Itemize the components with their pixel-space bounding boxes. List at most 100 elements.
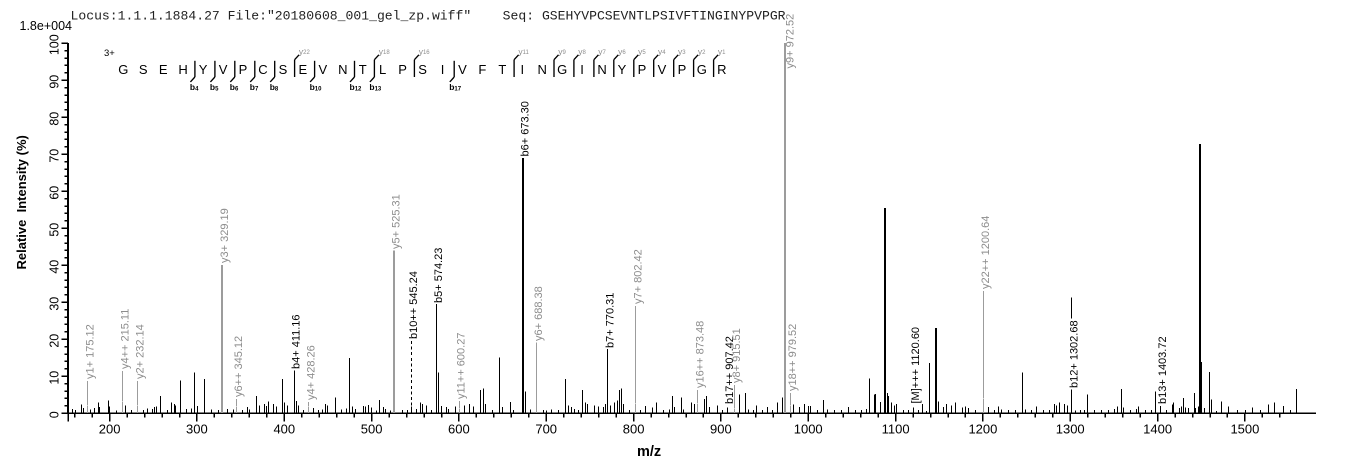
svg-text:Locus:1.1.1.1884.27 File:"2018: Locus:1.1.1.1884.27 File:"20180608_001_g… bbox=[71, 9, 786, 24]
svg-text:y6++ 345.12: y6++ 345.12 bbox=[233, 336, 245, 397]
svg-text:S: S bbox=[418, 62, 427, 77]
svg-text:b13: b13 bbox=[369, 82, 382, 93]
svg-text:900: 900 bbox=[710, 422, 732, 437]
svg-text:b10: b10 bbox=[310, 82, 323, 93]
svg-text:y4: y4 bbox=[658, 46, 666, 56]
svg-text:[M]+++ 1120.60: [M]+++ 1120.60 bbox=[910, 327, 922, 404]
svg-text:y4++ 215.11: y4++ 215.11 bbox=[119, 309, 131, 369]
svg-text:b4+ 411.16: b4+ 411.16 bbox=[291, 314, 303, 369]
svg-text:y6+ 688.38: y6+ 688.38 bbox=[533, 286, 545, 341]
svg-text:b7+ 770.31: b7+ 770.31 bbox=[604, 293, 616, 348]
svg-text:y1+ 175.12: y1+ 175.12 bbox=[85, 324, 97, 379]
svg-text:y16: y16 bbox=[419, 46, 431, 56]
svg-text:V: V bbox=[318, 62, 327, 77]
svg-text:N: N bbox=[538, 62, 547, 77]
svg-text:L: L bbox=[379, 62, 386, 77]
svg-text:G: G bbox=[697, 62, 707, 77]
svg-text:500: 500 bbox=[361, 422, 383, 437]
svg-text:b5: b5 bbox=[210, 82, 219, 93]
svg-text:I: I bbox=[580, 62, 584, 77]
svg-text:y2: y2 bbox=[698, 46, 706, 56]
svg-text:1100: 1100 bbox=[882, 422, 910, 437]
svg-text:V: V bbox=[658, 62, 667, 77]
svg-text:V: V bbox=[458, 62, 467, 77]
svg-text:y9+ 972.52: y9+ 972.52 bbox=[784, 14, 796, 69]
svg-text:1400: 1400 bbox=[1143, 422, 1172, 437]
svg-text:b17: b17 bbox=[449, 82, 462, 93]
svg-text:1300: 1300 bbox=[1056, 422, 1085, 437]
svg-text:b17++ 907.42: b17++ 907.42 bbox=[724, 336, 736, 404]
svg-text:800: 800 bbox=[623, 422, 645, 437]
svg-text:b6+ 673.30: b6+ 673.30 bbox=[520, 101, 532, 156]
svg-text:y4+ 428.26: y4+ 428.26 bbox=[306, 345, 318, 400]
svg-text:P: P bbox=[239, 62, 248, 77]
svg-text:400: 400 bbox=[273, 422, 295, 437]
svg-text:P: P bbox=[678, 62, 687, 77]
svg-text:m/z: m/z bbox=[637, 444, 661, 460]
svg-text:b7: b7 bbox=[250, 82, 259, 93]
svg-text:1.8e+004: 1.8e+004 bbox=[20, 19, 73, 33]
svg-text:1000: 1000 bbox=[794, 422, 823, 437]
svg-text:I: I bbox=[441, 62, 445, 77]
svg-text:50: 50 bbox=[47, 223, 61, 237]
svg-text:I: I bbox=[520, 62, 524, 77]
svg-text:G: G bbox=[557, 62, 567, 77]
svg-text:V: V bbox=[219, 62, 228, 77]
svg-text:600: 600 bbox=[448, 422, 470, 437]
svg-text:y5: y5 bbox=[638, 46, 646, 56]
svg-text:T: T bbox=[498, 62, 506, 77]
svg-text:P: P bbox=[638, 62, 647, 77]
svg-text:200: 200 bbox=[99, 422, 121, 437]
svg-text:80: 80 bbox=[47, 112, 61, 126]
svg-text:y6: y6 bbox=[618, 46, 626, 56]
svg-text:N: N bbox=[338, 62, 347, 77]
svg-text:y8+ 915.51: y8+ 915.51 bbox=[731, 328, 743, 383]
svg-text:C: C bbox=[258, 62, 267, 77]
svg-text:b6: b6 bbox=[230, 82, 239, 93]
svg-text:90: 90 bbox=[47, 75, 61, 89]
svg-text:E: E bbox=[298, 62, 307, 77]
svg-text:N: N bbox=[597, 62, 606, 77]
svg-text:y3: y3 bbox=[678, 46, 686, 56]
svg-text:3+: 3+ bbox=[104, 48, 115, 59]
svg-text:0: 0 bbox=[47, 411, 61, 418]
svg-text:Relative Intensity (%): Relative Intensity (%) bbox=[14, 135, 29, 269]
svg-text:F: F bbox=[478, 62, 486, 77]
svg-text:b12+ 1302.68: b12+ 1302.68 bbox=[1069, 320, 1081, 388]
svg-text:60: 60 bbox=[47, 186, 61, 200]
svg-text:S: S bbox=[279, 62, 288, 77]
svg-text:y18++ 979.52: y18++ 979.52 bbox=[787, 324, 799, 391]
svg-text:T: T bbox=[359, 62, 367, 77]
svg-text:b4: b4 bbox=[190, 82, 199, 93]
svg-text:Y: Y bbox=[199, 62, 208, 77]
svg-text:y7: y7 bbox=[598, 46, 606, 56]
svg-text:y2+ 232.14: y2+ 232.14 bbox=[134, 324, 146, 379]
svg-text:y3+ 329.19: y3+ 329.19 bbox=[219, 208, 231, 263]
svg-text:b5+ 574.23: b5+ 574.23 bbox=[433, 248, 445, 303]
svg-text:40: 40 bbox=[47, 260, 61, 274]
svg-text:E: E bbox=[159, 62, 168, 77]
svg-text:Y: Y bbox=[618, 62, 627, 77]
svg-text:b8: b8 bbox=[270, 82, 279, 93]
svg-text:700: 700 bbox=[535, 422, 557, 437]
svg-text:y8: y8 bbox=[578, 46, 586, 56]
svg-text:y22: y22 bbox=[299, 46, 311, 56]
svg-text:y11: y11 bbox=[518, 46, 529, 56]
svg-text:y18: y18 bbox=[379, 46, 391, 56]
svg-text:300: 300 bbox=[186, 422, 208, 437]
svg-text:70: 70 bbox=[47, 149, 61, 163]
svg-text:20: 20 bbox=[47, 334, 61, 348]
svg-text:y16++ 873.48: y16++ 873.48 bbox=[694, 321, 706, 388]
svg-text:b13+ 1403.72: b13+ 1403.72 bbox=[1157, 336, 1169, 404]
svg-text:1200: 1200 bbox=[968, 422, 997, 437]
svg-text:P: P bbox=[398, 62, 407, 77]
svg-text:y1: y1 bbox=[718, 46, 726, 56]
svg-text:y7+ 802.42: y7+ 802.42 bbox=[632, 249, 644, 304]
svg-text:1500: 1500 bbox=[1230, 422, 1259, 437]
svg-text:S: S bbox=[139, 62, 148, 77]
svg-text:y9: y9 bbox=[558, 46, 566, 56]
svg-text:y5+ 525.31: y5+ 525.31 bbox=[390, 194, 402, 249]
svg-text:10: 10 bbox=[47, 371, 61, 385]
svg-text:y11++ 600.27: y11++ 600.27 bbox=[456, 333, 468, 399]
svg-text:y22++ 1200.64: y22++ 1200.64 bbox=[980, 216, 992, 289]
